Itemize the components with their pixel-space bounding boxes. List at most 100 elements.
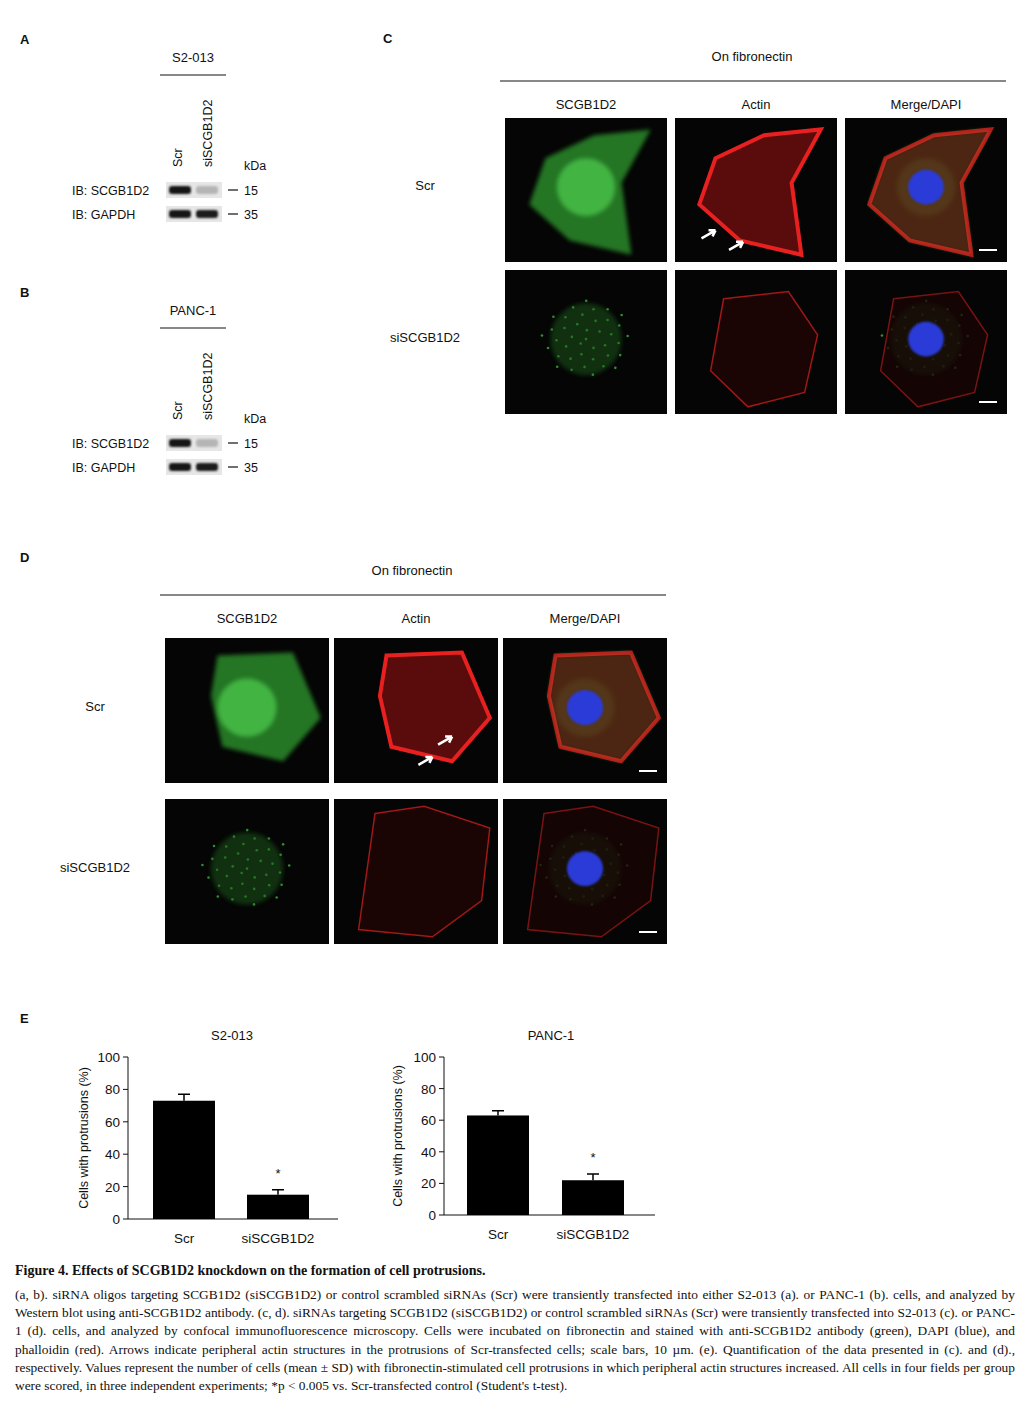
green-dot <box>217 895 220 898</box>
green-dot <box>207 876 210 879</box>
significance: * <box>590 1150 595 1165</box>
green-dot <box>614 367 617 370</box>
image-bg <box>503 638 667 783</box>
x-tick-label: Scr <box>488 1227 509 1242</box>
y-tick <box>439 1088 444 1089</box>
caption-text: (a, b). siRNA oligos targeting SCGB1D2 (… <box>15 1286 1015 1395</box>
error-bar <box>587 1174 599 1180</box>
y-tick <box>439 1120 444 1121</box>
actin-outline <box>549 653 659 762</box>
image-content <box>711 292 818 407</box>
column-header: Actin <box>402 611 431 626</box>
actin-outline <box>380 653 490 762</box>
marks <box>467 1111 624 1215</box>
error-bar <box>272 1190 284 1195</box>
green-dot <box>881 334 884 337</box>
green-signal <box>211 653 321 762</box>
cell-line: S2-013 <box>172 50 214 65</box>
green-signal <box>549 653 659 762</box>
bar <box>562 1180 624 1215</box>
row-label: siSCGB1D2 <box>60 860 130 875</box>
scale-bar <box>979 249 997 251</box>
green-signal <box>211 832 283 905</box>
marker: 15 <box>244 184 258 198</box>
blot-label: IB: SCGB1D2 <box>72 437 149 451</box>
green-signal <box>557 158 615 216</box>
column-header: Actin <box>742 97 771 112</box>
figure: AS2-013ScrsiSCGB1D2kDaIB: SCGB1D215IB: G… <box>0 0 1027 1423</box>
figure-graphics: AS2-013ScrsiSCGB1D2kDaIB: SCGB1D215IB: G… <box>0 0 1027 1260</box>
green-dot <box>213 845 216 848</box>
y-tick-label: 80 <box>421 1082 436 1097</box>
green-dot <box>280 883 283 886</box>
green-dot <box>585 300 588 303</box>
micrograph <box>505 118 667 262</box>
panel-label: C <box>383 31 393 46</box>
scale-bar <box>639 931 657 933</box>
image-bg <box>503 799 667 944</box>
image-bg <box>505 270 667 414</box>
y-tick-label: 20 <box>105 1180 120 1195</box>
image-bg <box>845 270 1007 414</box>
image-content <box>528 806 659 937</box>
actin-outline <box>869 130 991 255</box>
arrow <box>418 757 432 765</box>
micrograph <box>503 638 667 783</box>
bar <box>153 1101 215 1219</box>
image-bg <box>845 118 1007 262</box>
unit: kDa <box>244 159 266 173</box>
micrograph <box>165 799 329 944</box>
image-bg <box>165 638 329 783</box>
green-dot <box>541 334 544 337</box>
column-header: Merge/DAPI <box>550 611 621 626</box>
panel-label: E <box>20 1011 29 1026</box>
micrograph <box>505 270 667 414</box>
y-tick <box>123 1154 128 1155</box>
x-tick-label: Scr <box>174 1231 195 1246</box>
green-dot <box>282 843 285 846</box>
image-bg <box>165 799 329 944</box>
bar <box>467 1115 529 1215</box>
row-label: siSCGB1D2 <box>390 330 460 345</box>
actin-outline <box>699 130 821 255</box>
image-bg <box>334 638 498 783</box>
panel-label: B <box>20 285 29 300</box>
arrow <box>702 230 716 238</box>
nucleus <box>908 170 944 205</box>
image-bg <box>675 118 837 262</box>
y-tick-label: 0 <box>112 1212 120 1227</box>
green-dot <box>556 366 559 369</box>
actin-outline <box>528 806 659 937</box>
image-content <box>380 653 490 762</box>
image-content <box>869 130 991 255</box>
band <box>196 439 218 447</box>
bar-chart: S2-013Cells with protrusions (%)02040608… <box>77 1028 338 1246</box>
y-axis-label: Cells with protrusions (%) <box>391 1065 405 1207</box>
y-tick-label: 60 <box>421 1113 436 1128</box>
y-tick-label: 100 <box>97 1050 120 1065</box>
green-dot <box>547 347 550 350</box>
blot-label: IB: SCGB1D2 <box>72 184 149 198</box>
y-tick <box>439 1215 444 1216</box>
y-tick-label: 80 <box>105 1082 120 1097</box>
image-content <box>201 829 290 906</box>
y-axis-label: Cells with protrusions (%) <box>77 1067 91 1209</box>
rule <box>160 595 666 596</box>
image-content <box>881 292 988 407</box>
marker: 15 <box>244 437 258 451</box>
blot-membrane <box>166 459 222 475</box>
condition: On fibronectin <box>372 563 453 578</box>
image-content <box>211 653 321 762</box>
nucleus <box>567 851 603 886</box>
micrograph <box>334 638 498 783</box>
panel-label: A <box>20 32 30 47</box>
y-tick <box>123 1219 128 1220</box>
micrograph <box>845 118 1007 262</box>
band <box>169 210 191 218</box>
marker: 35 <box>244 461 258 475</box>
column-header: Merge/DAPI <box>891 97 962 112</box>
marker-dash <box>228 466 238 467</box>
unit: kDa <box>244 412 266 426</box>
green-signal <box>869 130 991 255</box>
micrograph <box>165 638 329 783</box>
